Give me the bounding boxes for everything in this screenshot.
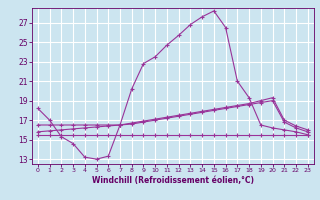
X-axis label: Windchill (Refroidissement éolien,°C): Windchill (Refroidissement éolien,°C) [92,176,254,185]
